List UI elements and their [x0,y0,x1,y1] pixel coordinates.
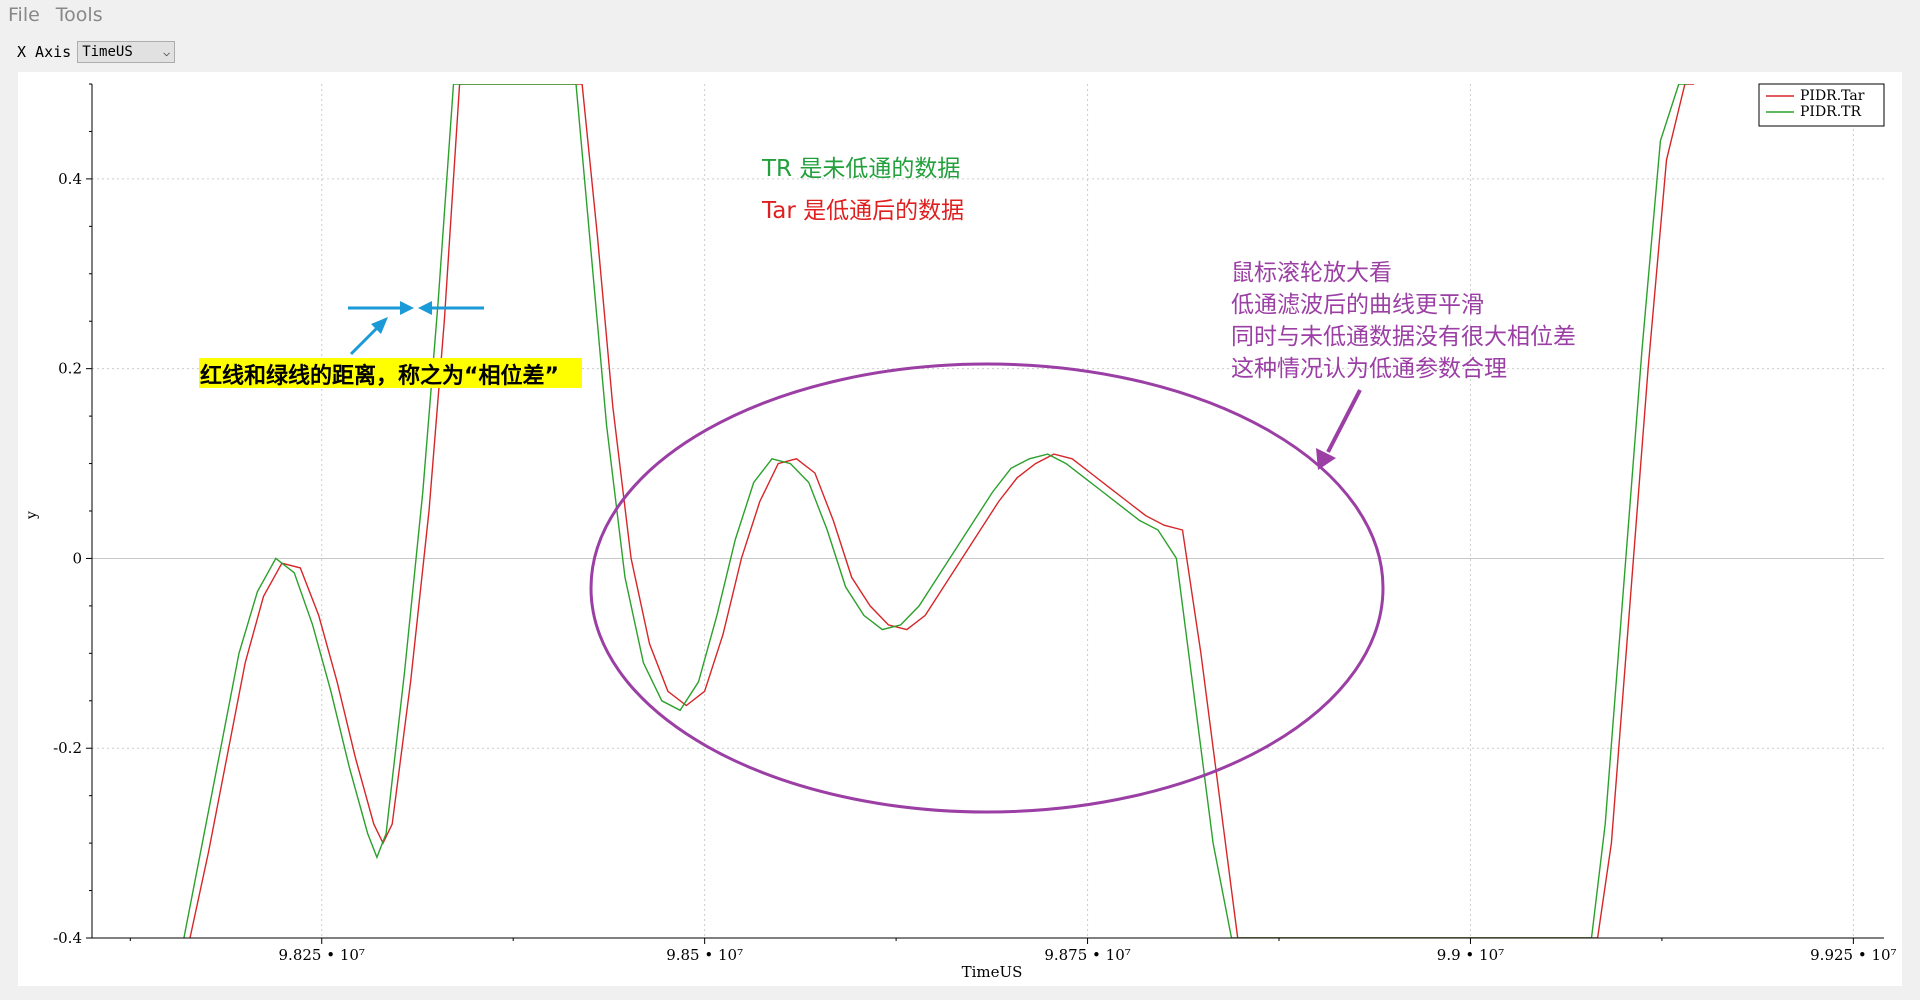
phase-arrows [348,301,484,356]
x-axis-label: X Axis [17,43,72,61]
plot-panel[interactable]: -0.4 -0.2 0 0.2 0.4 9.825 • 10⁷ 9.85 • 10⁷ 9.87… [18,72,1902,986]
left-arrowhead-icon [418,301,432,315]
series-line-tar [189,84,1695,938]
y-tick-label: 0.4 [58,170,82,188]
chart-svg[interactable]: -0.4 -0.2 0 0.2 0.4 9.825 • 10⁷ 9.85 • 10⁷ 9.87… [18,72,1902,986]
y-tick-label: -0.4 [53,929,82,947]
highlight-ellipse [589,362,1385,814]
x-axis-title: TimeUS [962,963,1023,981]
tick-label-layer: -0.4 -0.2 0 0.2 0.4 9.825 • 10⁷ 9.85 • 10⁷ 9.87… [53,170,1897,964]
phase-note: 红线和绿线的距离，称之为“相位差” [200,363,559,389]
toolbar: X Axis TimeUS ⌵ [0,38,1920,66]
series-layer [183,84,1695,938]
legend-tar-label: PIDR.Tar [1800,88,1865,104]
y-tick-label: 0 [72,549,82,567]
x-axis-select-value: TimeUS [82,44,133,60]
y-tick-label: -0.2 [53,739,82,757]
axes-layer [86,83,1884,944]
menu-file[interactable]: File [8,4,40,26]
y-axis-title: y [24,511,40,520]
tr-note: TR 是未低通的数据 [761,156,960,182]
series-line-tr [183,84,1688,938]
x-tick-label: 9.85 • 10⁷ [666,946,743,964]
zoom-note-line-4: 这种情况认为低通参数合理 [1231,356,1507,382]
zoom-note-line-3: 同时与未低通数据没有很大相位差 [1231,324,1576,350]
x-tick-label: 9.9 • 10⁷ [1437,946,1504,964]
phase-note-highlight [199,358,582,388]
chevron-down-icon: ⌵ [162,45,171,59]
zoom-note-line-2: 低通滤波后的曲线更平滑 [1231,292,1484,318]
x-axis-select[interactable]: TimeUS ⌵ [77,41,176,63]
x-tick-label: 9.825 • 10⁷ [279,946,365,964]
legend-box [1758,83,1885,127]
purple-arrow-icon [1326,389,1362,453]
zoom-note-line-1: 鼠标滚轮放大看 [1231,260,1392,286]
menu-bar: File Tools [0,0,1920,30]
right-arrowhead-icon [400,301,414,315]
legend-tr-label: PIDR.TR [1800,104,1862,120]
x-tick-label: 9.925 • 10⁷ [1810,946,1896,964]
legend[interactable]: PIDR.Tar PIDR.TR [1758,83,1885,127]
purple-arrowhead-icon [1316,448,1336,470]
tar-note: Tar 是低通后的数据 [761,198,964,224]
diagonal-arrow-icon [349,323,382,356]
menu-tools[interactable]: Tools [55,4,103,26]
y-tick-label: 0.2 [58,360,82,378]
x-tick-label: 9.875 • 10⁷ [1044,946,1130,964]
diagonal-arrowhead-icon [371,317,388,334]
